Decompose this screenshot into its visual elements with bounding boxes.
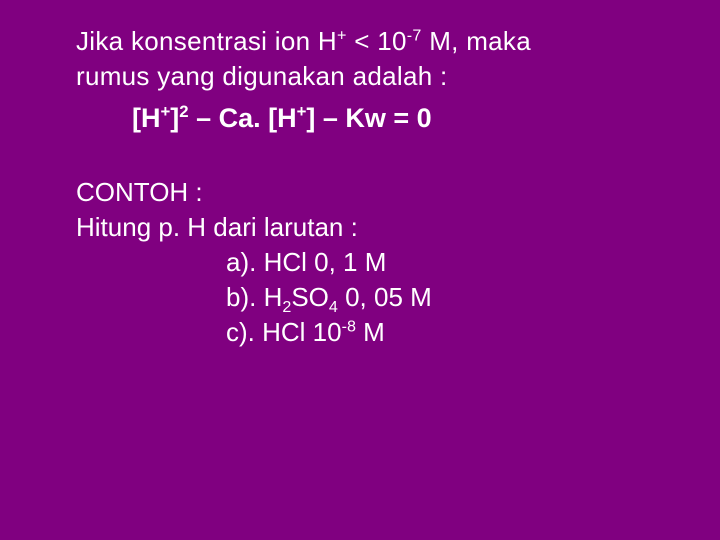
option-b-pre: b). H xyxy=(226,282,282,312)
intro-text-2: < 10 xyxy=(347,26,407,56)
option-b-post: 0, 05 M xyxy=(338,282,432,312)
spacer xyxy=(76,137,664,167)
option-b-sub2: 4 xyxy=(329,298,338,316)
formula-p4: ] – Kw = 0 xyxy=(306,103,431,133)
option-a: a). HCl 0, 1 M xyxy=(76,245,664,280)
option-b-sub1: 2 xyxy=(282,298,291,316)
formula-p3: – Ca. [H xyxy=(189,103,297,133)
option-a-text: a). HCl 0, 1 M xyxy=(226,247,386,277)
intro-text-3: M, maka xyxy=(422,26,531,56)
formula-p3sup: + xyxy=(297,102,307,121)
intro-line-2: rumus yang digunakan adalah : xyxy=(76,59,664,94)
slide: Jika konsentrasi ion H+ < 10-7 M, maka r… xyxy=(0,0,720,540)
option-b: b). H2SO4 0, 05 M xyxy=(76,280,664,315)
option-c-post: M xyxy=(356,317,385,347)
intro-line-1: Jika konsentrasi ion H+ < 10-7 M, maka xyxy=(76,24,664,59)
intro-sup-1: + xyxy=(337,26,347,44)
formula-line: [H+]2 – Ca. [H+] – Kw = 0 xyxy=(76,100,664,136)
formula-p2: ] xyxy=(170,103,179,133)
formula-p1: [H xyxy=(132,103,161,133)
intro-sup-2: -7 xyxy=(407,26,422,44)
option-c-sup: -8 xyxy=(342,317,356,335)
intro-text-1: Jika konsentrasi ion H xyxy=(76,26,337,56)
option-b-mid: SO xyxy=(291,282,329,312)
formula-p2sup: 2 xyxy=(179,102,188,121)
formula-p1sup: + xyxy=(161,102,171,121)
option-c-pre: c). HCl 10 xyxy=(226,317,342,347)
option-c: c). HCl 10-8 M xyxy=(76,315,664,350)
contoh-label: CONTOH : xyxy=(76,175,664,210)
hitung-label: Hitung p. H dari larutan : xyxy=(76,210,664,245)
